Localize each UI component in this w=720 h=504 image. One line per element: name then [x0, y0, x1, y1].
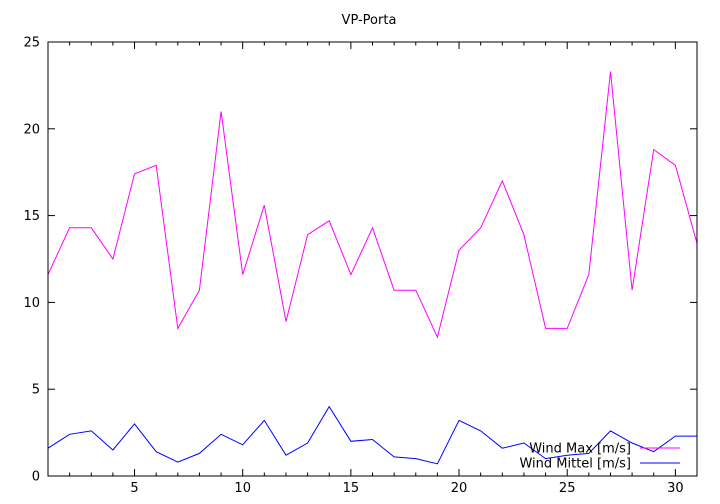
y-tick-label: 10 — [23, 296, 40, 311]
x-axis: 5 10 15 20 25 30 — [47, 42, 698, 496]
legend-label-2: Wind Mittel [m/s] — [519, 457, 631, 472]
legend-label-1: Wind Max [m/s] — [529, 442, 631, 457]
series-line-1 — [47, 71, 698, 339]
y-tick-label: 25 — [23, 36, 40, 51]
plot-frame — [47, 41, 698, 477]
y-axis: 0 5 10 15 20 25 — [23, 36, 697, 485]
x-tick-label: 30 — [667, 481, 684, 496]
series-layer — [47, 71, 698, 465]
legend: Wind Max [m/s]Wind Mittel [m/s] — [519, 442, 680, 472]
y-tick-label: 20 — [23, 122, 40, 137]
series-line-2 — [47, 405, 697, 465]
chart-title: VP-Porta — [342, 13, 397, 28]
y-tick-label: 0 — [32, 470, 40, 485]
x-tick-label: 20 — [451, 481, 468, 496]
y-tick-label: 15 — [23, 209, 40, 224]
x-tick-label: 10 — [234, 481, 251, 496]
x-tick-label: 5 — [130, 481, 138, 496]
x-tick-label: 25 — [559, 481, 576, 496]
x-tick-label: 15 — [343, 481, 360, 496]
y-tick-label: 5 — [32, 383, 40, 398]
